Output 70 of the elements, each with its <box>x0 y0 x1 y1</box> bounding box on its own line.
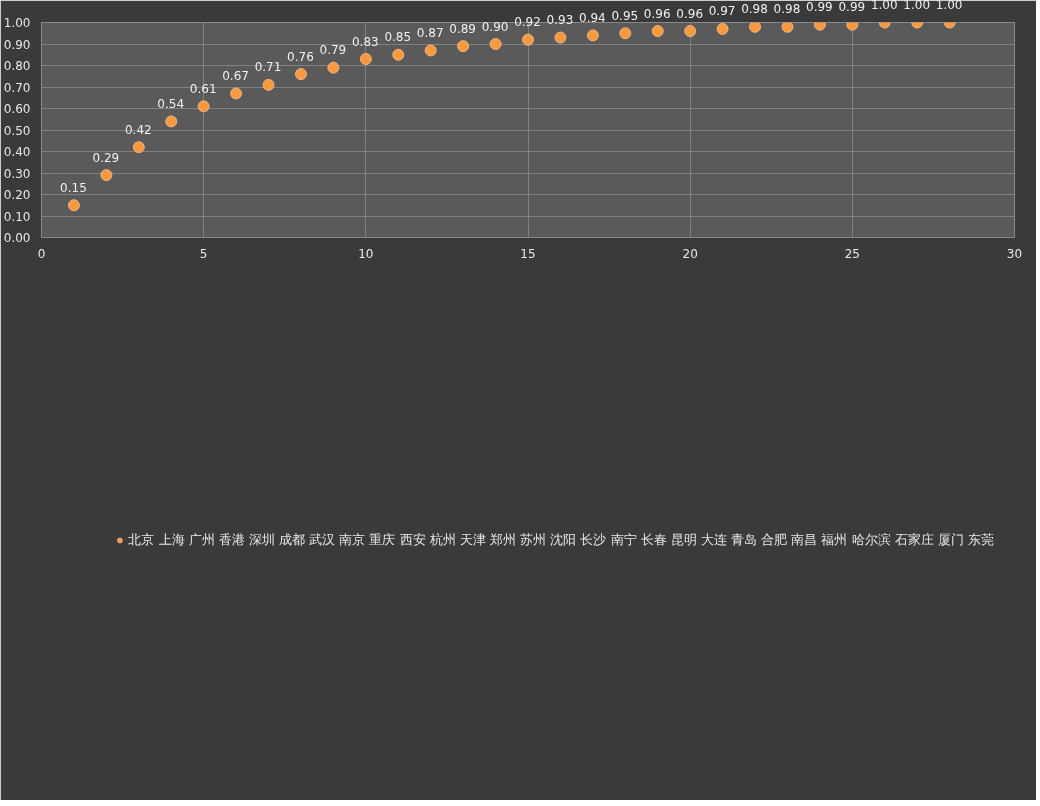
data-label: 0.89 <box>449 21 476 36</box>
data-label: 0.83 <box>351 34 379 49</box>
point <box>522 33 534 46</box>
point <box>67 199 80 212</box>
point <box>327 61 340 74</box>
point <box>392 48 405 61</box>
point <box>684 25 697 38</box>
y-tick-label: 0.40 <box>3 145 31 159</box>
y-tick-label: 0.10 <box>3 209 31 224</box>
point <box>586 29 599 42</box>
data-label: 0.97 <box>708 4 736 19</box>
point <box>424 44 437 57</box>
point <box>749 22 762 33</box>
point <box>716 22 729 35</box>
data-label: 1.00 <box>903 0 931 12</box>
y-tick-label: 0.70 <box>3 80 31 95</box>
data-label: 0.42 <box>124 122 152 137</box>
data-label: 0.90 <box>481 19 509 34</box>
data-label: 0.98 <box>773 2 801 17</box>
point <box>489 38 502 50</box>
data-label: 0.67 <box>222 68 249 83</box>
x-tick-label: 30 <box>1006 246 1023 261</box>
y-tick-label: 0.20 <box>3 188 31 202</box>
data-label: 0.92 <box>514 15 541 30</box>
point <box>100 169 113 182</box>
point <box>619 27 632 40</box>
data-label: 0.15 <box>60 180 87 195</box>
data-label: 1.00 <box>935 0 963 12</box>
data-label: 0.96 <box>676 6 704 21</box>
x-tick-label: 20 <box>682 246 698 261</box>
point <box>651 25 664 38</box>
x-tick-label: 5 <box>199 246 208 261</box>
x-tick-label: 25 <box>844 246 860 261</box>
data-label: 1.00 <box>870 0 898 12</box>
data-label: 0.94 <box>579 10 606 25</box>
data-label: 0.98 <box>741 2 768 17</box>
data-label: 0.99 <box>806 0 833 15</box>
data-label: 0.71 <box>254 60 282 75</box>
point <box>781 22 794 33</box>
data-label: 0.85 <box>384 30 412 45</box>
y-tick-label: 0.30 <box>3 166 31 181</box>
legend-label: 北京 上海 广州 香港 深圳 成都 武汉 南京 重庆 西安 杭州 天津 郑州 苏州 沈阳 长沙 南宁 长春 昆明 大连 青岛 合肥 南昌 福州 哈尔滨 石家庄 厦门 东莞 <box>128 531 994 549</box>
y-tick-label: 0.00 <box>3 231 31 245</box>
point <box>165 115 178 128</box>
point <box>457 40 470 53</box>
y-tick-label: 0.80 <box>3 59 31 73</box>
data-label: 0.61 <box>189 81 217 96</box>
data-label: 0.76 <box>287 49 314 64</box>
point <box>132 141 145 154</box>
data-label: 0.87 <box>416 25 444 40</box>
point <box>294 68 307 81</box>
y-tick-label: 1.00 <box>3 16 31 30</box>
x-tick-label: 15 <box>520 246 536 261</box>
data-label: 0.29 <box>92 150 120 165</box>
point <box>359 53 372 66</box>
y-tick-label: 0.60 <box>3 102 31 116</box>
data-label: 0.99 <box>838 0 866 15</box>
x-tick-label: 10 <box>358 246 374 261</box>
point <box>230 87 243 100</box>
point <box>197 100 210 113</box>
data-label: 0.96 <box>643 6 671 21</box>
point <box>262 78 275 91</box>
y-tick-label: 0.90 <box>3 37 31 52</box>
point <box>554 31 567 44</box>
data-label: 0.95 <box>611 8 639 23</box>
data-label: 0.79 <box>319 43 347 58</box>
data-label: 0.54 <box>157 96 185 111</box>
y-tick-label: 0.50 <box>3 123 31 138</box>
x-tick-label: 0 <box>37 246 46 261</box>
data-label: 0.93 <box>546 13 574 28</box>
